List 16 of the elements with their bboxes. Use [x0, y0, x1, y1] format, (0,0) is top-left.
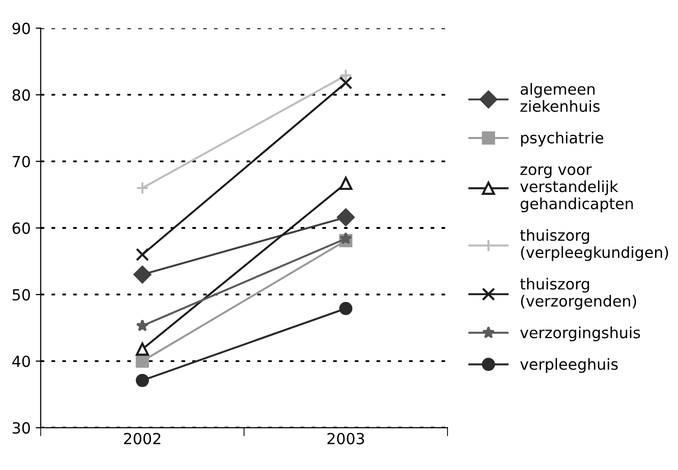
- y-tick-label: 50: [12, 289, 30, 301]
- y-tick-label: 80: [12, 89, 30, 101]
- legend-label: zorg voor verstandelijk gehandicapten: [520, 166, 633, 212]
- x-tick-label: 2003: [327, 432, 364, 444]
- y-tick-label: 40: [12, 356, 30, 368]
- legend-label: algemeen ziekenhuis: [520, 83, 600, 112]
- y-tick-label: 90: [12, 22, 30, 34]
- x-tick-label: 2002: [124, 432, 160, 444]
- legend-label: thuiszorg (verzorgenden): [520, 278, 636, 310]
- y-tick-label: 30: [12, 422, 30, 434]
- legend-label: psychiatrie: [521, 132, 604, 146]
- legend-label: thuiszorg (verpleegkundigen): [520, 229, 668, 262]
- legend-label: verpleeghuis: [520, 358, 618, 373]
- legend-label: verzorgingshuis: [520, 326, 640, 342]
- y-tick-label: 60: [12, 222, 30, 234]
- y-tick-label: 70: [12, 156, 30, 168]
